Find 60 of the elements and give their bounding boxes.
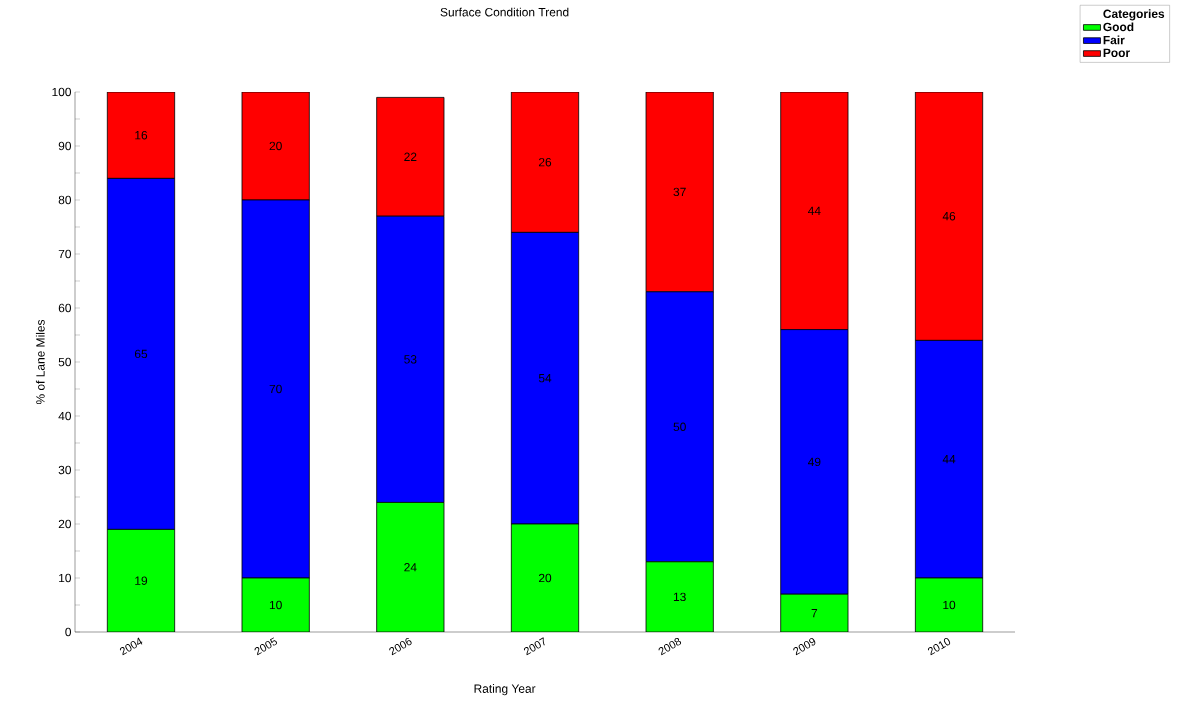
data-label: 16 xyxy=(135,130,148,140)
y-tick-label: 50 xyxy=(58,357,72,367)
data-label: 44 xyxy=(942,455,956,464)
data-label: 19 xyxy=(135,576,148,585)
bar xyxy=(645,561,714,632)
y-axis-title: % of Lane Miles xyxy=(35,319,45,405)
data-label: 20 xyxy=(538,573,552,583)
bar xyxy=(645,91,714,293)
bar xyxy=(241,577,310,632)
data-label: 46 xyxy=(942,211,956,221)
data-label: 44 xyxy=(807,206,821,215)
bar xyxy=(780,91,849,330)
data-label: 20 xyxy=(269,141,282,151)
x-tick-label: 2004 xyxy=(119,637,143,656)
data-label: 10 xyxy=(943,600,956,610)
data-label: 54 xyxy=(538,374,552,383)
bar xyxy=(376,96,445,217)
x-axis-title: Rating Year xyxy=(474,684,536,696)
data-label: 70 xyxy=(269,384,282,394)
y-tick-label: 60 xyxy=(58,303,72,313)
y-tick-label: 100 xyxy=(52,87,72,97)
data-label: 26 xyxy=(538,157,552,167)
legend-title: Categories xyxy=(1103,9,1165,21)
bar xyxy=(914,91,984,341)
bar xyxy=(106,91,176,179)
y-tick-label: 30 xyxy=(58,465,72,475)
data-label: 24 xyxy=(404,563,417,572)
y-tick-label: 20 xyxy=(58,519,72,529)
bar xyxy=(510,91,580,233)
y-tick-label: 10 xyxy=(59,573,72,583)
x-tick-label: 2010 xyxy=(927,637,951,656)
y-tick-label: 40 xyxy=(58,411,72,421)
data-label: 50 xyxy=(673,422,686,432)
y-tick-label: 70 xyxy=(58,249,72,259)
chart-title: Surface Condition Trend xyxy=(440,7,569,17)
x-tick-label: 2009 xyxy=(793,638,816,656)
bar xyxy=(914,577,984,632)
bar xyxy=(241,91,310,201)
y-tick-label: 90 xyxy=(58,141,72,151)
data-label: 53 xyxy=(404,355,417,364)
legend-label: Fair xyxy=(1103,35,1125,45)
x-tick-label: 2005 xyxy=(254,637,277,656)
data-label: 65 xyxy=(134,349,148,359)
legend-label: Good xyxy=(1103,22,1134,32)
data-label: 22 xyxy=(404,152,417,161)
x-tick-label: 2007 xyxy=(523,637,545,656)
bar xyxy=(106,529,176,632)
x-tick-label: 2008 xyxy=(658,637,682,656)
bar xyxy=(780,593,849,632)
bar xyxy=(376,502,445,632)
data-label: 7 xyxy=(811,608,818,618)
legend-label: Poor xyxy=(1103,48,1130,58)
y-tick-label: 80 xyxy=(58,195,72,205)
y-tick-label: 0 xyxy=(65,627,72,637)
data-label: 37 xyxy=(673,187,686,197)
bar xyxy=(510,523,580,632)
x-tick-label: 2006 xyxy=(389,637,412,656)
data-label: 10 xyxy=(269,600,282,610)
data-label: 13 xyxy=(673,592,686,602)
data-label: 49 xyxy=(807,457,821,467)
